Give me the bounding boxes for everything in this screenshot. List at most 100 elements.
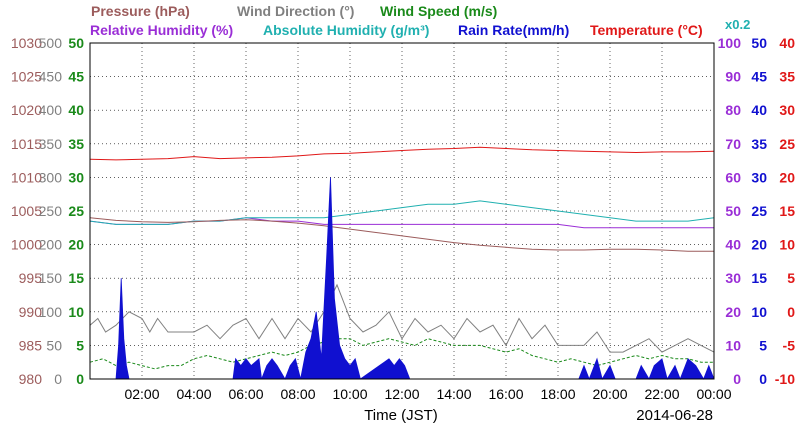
series-rain-rate bbox=[90, 177, 715, 381]
x-tick-label: 04:00 bbox=[176, 386, 211, 402]
temperature-tick-label: 20 bbox=[779, 169, 795, 185]
x-axis-ticks: 02:00 04:00 06:00 08:00 10:00 12:00 14:00 16:00… bbox=[124, 386, 731, 402]
x-tick-label: 20:00 bbox=[592, 386, 627, 402]
rain-rate-tick-label: 30 bbox=[751, 169, 767, 185]
wind-direction-tick-label: 250 bbox=[39, 203, 63, 219]
wind-direction-tick-label: 0 bbox=[54, 371, 62, 387]
x-tick-label: 02:00 bbox=[124, 386, 159, 402]
pressure-tick-label: 1025 bbox=[11, 69, 42, 85]
rain-rate-tick-label: 10 bbox=[751, 304, 767, 320]
temperature-tick-label: 15 bbox=[779, 203, 795, 219]
legend-wind-direction: Wind Direction (°) bbox=[237, 3, 354, 19]
temperature-tick-label: 30 bbox=[779, 102, 795, 118]
note-x0.2: x0.2 bbox=[725, 17, 750, 32]
temperature-tick-label: 40 bbox=[779, 35, 795, 51]
series-temperature-line bbox=[89, 146, 715, 161]
wind-speed-tick-label: 35 bbox=[68, 136, 84, 152]
rain-rate-tick-label: 5 bbox=[759, 337, 767, 353]
date-label: 2014-06-28 bbox=[636, 407, 713, 424]
rain-rate-tick-label: 50 bbox=[751, 35, 767, 51]
series-pressure-line bbox=[89, 217, 714, 252]
x-tick-label: 16:00 bbox=[488, 386, 523, 402]
series-wind-speed-line bbox=[89, 338, 714, 370]
legend-temperature: Temperature (°C) bbox=[590, 22, 703, 38]
humidity-tick-label: 50 bbox=[725, 203, 741, 219]
humidity-tick-label: 100 bbox=[718, 35, 742, 51]
temperature-tick-label: 10 bbox=[779, 237, 795, 253]
legend-pressure: Pressure (hPa) bbox=[91, 3, 190, 19]
wind-speed-tick-label: 5 bbox=[76, 337, 84, 353]
humidity-tick-label: 10 bbox=[725, 337, 741, 353]
wind-speed-tick-label: 25 bbox=[68, 203, 84, 219]
wind-speed-tick-label: 30 bbox=[68, 169, 84, 185]
pressure-tick-label: 1000 bbox=[11, 237, 42, 253]
wind-direction-tick-label: 150 bbox=[39, 270, 63, 286]
rain-rate-tick-label: 45 bbox=[751, 69, 767, 85]
wind-speed-tick-label: 10 bbox=[68, 304, 84, 320]
rain-rate-tick-label: 25 bbox=[751, 203, 767, 219]
pressure-tick-label: 980 bbox=[19, 371, 43, 387]
legend-relative-humidity: Relative Humidity (%) bbox=[90, 22, 233, 38]
wind-speed-tick-label: 50 bbox=[68, 35, 84, 51]
x-tick-label: 10:00 bbox=[332, 386, 367, 402]
temperature-tick-label: 5 bbox=[787, 270, 795, 286]
legend-absolute-humidity: Absolute Humidity (g/m³) bbox=[263, 22, 429, 38]
pressure-tick-label: 1030 bbox=[11, 35, 42, 51]
rain-rate-tick-label: 15 bbox=[751, 270, 767, 286]
legend-rain-rate: Rain Rate(mm/h) bbox=[458, 22, 569, 38]
temperature-tick-label: 0 bbox=[787, 304, 795, 320]
humidity-tick-label: 60 bbox=[725, 169, 741, 185]
wind-direction-tick-label: 350 bbox=[39, 136, 63, 152]
series-layer bbox=[89, 146, 715, 381]
humidity-tick-label: 80 bbox=[725, 102, 741, 118]
left-axes: 9809859909951000100510101015102010251030… bbox=[11, 35, 84, 387]
x-tick-label: 14:00 bbox=[436, 386, 471, 402]
right-axes: 0102030405060708090100051015202530354045… bbox=[718, 35, 796, 387]
temperature-tick-label: 25 bbox=[779, 136, 795, 152]
legend-wind-speed: Wind Speed (m/s) bbox=[380, 3, 497, 19]
wind-direction-tick-label: 300 bbox=[39, 169, 63, 185]
temperature-tick-label: -5 bbox=[783, 337, 796, 353]
x-tick-label: 00:00 bbox=[696, 386, 731, 402]
wind-speed-tick-label: 40 bbox=[68, 102, 84, 118]
grid bbox=[90, 43, 714, 379]
x-tick-label: 06:00 bbox=[228, 386, 263, 402]
wind-speed-tick-label: 0 bbox=[76, 371, 84, 387]
humidity-tick-label: 0 bbox=[733, 371, 741, 387]
pressure-tick-label: 1015 bbox=[11, 136, 42, 152]
plot-frame bbox=[89, 42, 715, 380]
humidity-tick-label: 20 bbox=[725, 304, 741, 320]
humidity-tick-label: 70 bbox=[725, 136, 741, 152]
wind-speed-tick-label: 45 bbox=[68, 69, 84, 85]
humidity-tick-label: 30 bbox=[725, 270, 741, 286]
pressure-tick-label: 1010 bbox=[11, 169, 42, 185]
x-axis-label: Time (JST) bbox=[364, 407, 438, 424]
pressure-tick-label: 1005 bbox=[11, 203, 42, 219]
humidity-tick-label: 40 bbox=[725, 237, 741, 253]
wind-direction-tick-label: 450 bbox=[39, 69, 63, 85]
pressure-tick-label: 995 bbox=[19, 270, 43, 286]
wind-direction-tick-label: 400 bbox=[39, 102, 63, 118]
wind-direction-tick-label: 500 bbox=[39, 35, 63, 51]
pressure-tick-label: 990 bbox=[19, 304, 43, 320]
series-humidity-line bbox=[89, 200, 715, 225]
wind-direction-tick-label: 100 bbox=[39, 304, 63, 320]
wind-direction-tick-label: 200 bbox=[39, 237, 63, 253]
rain-rate-tick-label: 40 bbox=[751, 102, 767, 118]
pressure-tick-label: 985 bbox=[19, 337, 43, 353]
rain-rate-tick-label: 35 bbox=[751, 136, 767, 152]
wind-speed-tick-label: 20 bbox=[68, 237, 84, 253]
rain-rate-tick-label: 0 bbox=[759, 371, 767, 387]
temperature-tick-label: -10 bbox=[775, 371, 795, 387]
x-tick-label: 08:00 bbox=[280, 386, 315, 402]
x-tick-label: 22:00 bbox=[644, 386, 679, 402]
wind-direction-tick-label: 50 bbox=[46, 337, 62, 353]
temperature-tick-label: 35 bbox=[779, 69, 795, 85]
wind-speed-tick-label: 15 bbox=[68, 270, 84, 286]
pressure-tick-label: 1020 bbox=[11, 102, 42, 118]
rain-rate-tick-label: 20 bbox=[751, 237, 767, 253]
series-wind-direction-line bbox=[89, 283, 715, 353]
x-tick-label: 12:00 bbox=[384, 386, 419, 402]
x-tick-label: 18:00 bbox=[540, 386, 575, 402]
